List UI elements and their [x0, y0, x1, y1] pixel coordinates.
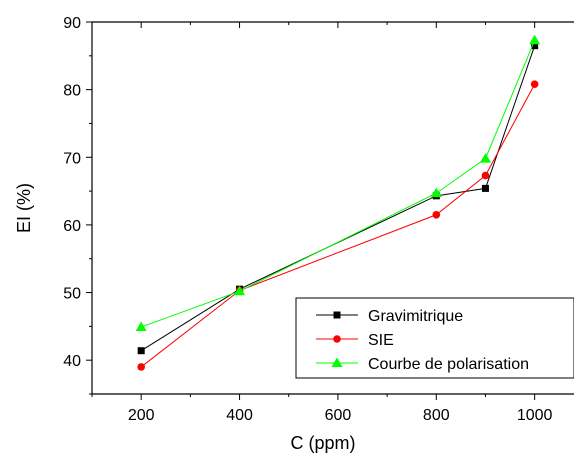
legend-label: Courbe de polarisation [368, 356, 529, 373]
data-point [481, 184, 489, 192]
data-point [531, 42, 539, 50]
x-axis-label: C (ppm) [290, 433, 355, 453]
data-point [530, 80, 539, 89]
x-tick-label: 400 [226, 407, 253, 424]
series-layer [135, 34, 541, 371]
legend-marker [333, 311, 341, 319]
data-point [529, 34, 541, 45]
x-tick-label: 1000 [517, 407, 553, 424]
plot-frame [91, 21, 574, 395]
legend-label: SIE [368, 332, 394, 349]
x-tick-label: 800 [423, 407, 450, 424]
legend-box [295, 297, 574, 379]
y-tick-label: 70 [63, 150, 81, 167]
tick-labels: 200 400 600 800 1000 40 50 60 70 80 90 [63, 15, 552, 424]
data-point [430, 187, 442, 198]
x-tick-label: 600 [325, 407, 352, 424]
legend: Gravimitrique SIE Courbe de polarisation [295, 297, 574, 379]
legend-marker [331, 357, 343, 367]
legend-label: Gravimitrique [368, 308, 463, 325]
y-axis-label: EI (%) [14, 183, 34, 233]
y-tick-label: 50 [63, 286, 81, 303]
x-tick-label: 200 [128, 407, 155, 424]
data-point [234, 285, 246, 296]
data-point [137, 363, 145, 371]
series-2 [135, 34, 541, 332]
data-point [481, 171, 490, 180]
y-tick-label: 40 [63, 353, 81, 370]
data-point [432, 210, 441, 219]
data-point [137, 347, 145, 355]
data-point [135, 321, 147, 332]
data-point [479, 153, 491, 163]
axis-ticks [86, 21, 536, 400]
y-tick-label: 90 [63, 15, 81, 32]
legend-marker [333, 335, 341, 343]
y-tick-label: 80 [63, 83, 81, 100]
y-tick-label: 60 [63, 218, 81, 235]
